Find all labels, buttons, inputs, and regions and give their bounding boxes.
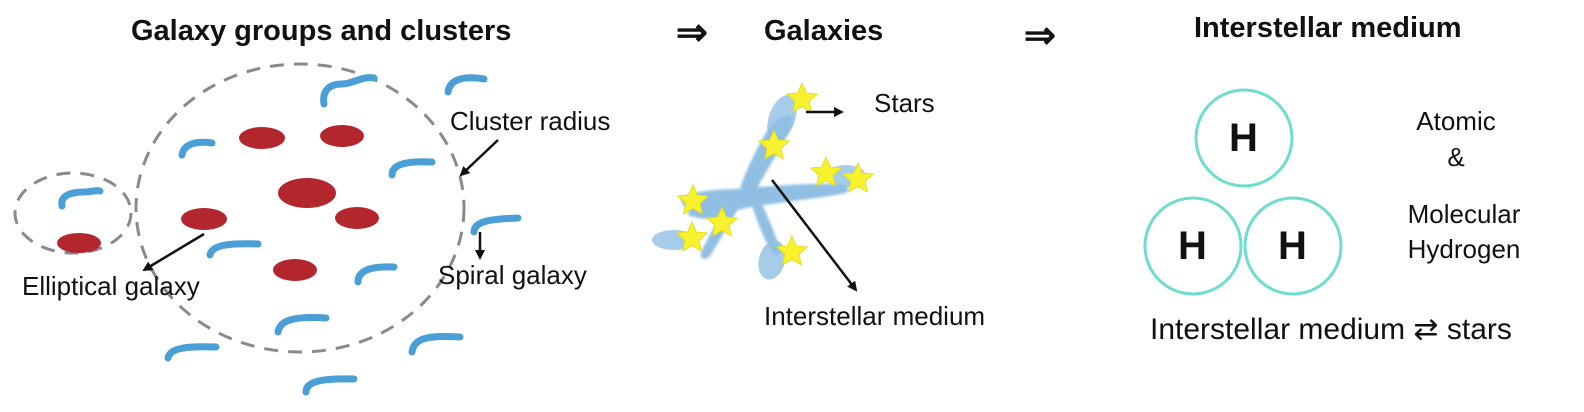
stars-label: Stars (874, 88, 935, 118)
star-icon (809, 156, 843, 187)
title-ism: Interstellar medium (1194, 12, 1462, 44)
cluster-radius-label: Cluster radius (450, 106, 611, 136)
molecular-label: Molecular (1407, 199, 1521, 229)
spiral-galaxy (58, 187, 104, 210)
elliptical-arrow (142, 232, 205, 272)
cluster-radius-arrow (459, 139, 499, 177)
spiral-galaxy (388, 158, 436, 179)
elliptical-galaxy (278, 178, 336, 208)
spiral-galaxy (470, 214, 522, 236)
flow-arrow-1: ⇒ (676, 12, 708, 54)
atom-symbol-top: H (1229, 116, 1258, 160)
spiral-galaxy (302, 375, 358, 396)
molecular-hydrogen-circle-right (1243, 196, 1343, 296)
atom-symbol-right: H (1278, 224, 1307, 268)
flow-arrow-2: ⇒ (1024, 15, 1056, 57)
title-galaxies: Galaxies (764, 15, 884, 47)
elliptical-galaxy (239, 127, 285, 149)
ism-label: Interstellar medium (764, 301, 986, 331)
spiral-galaxy (164, 343, 220, 362)
ism-stars-cycle-text: Interstellar medium ⇄ stars (1150, 313, 1512, 346)
star-icon (757, 129, 791, 160)
star-icon (785, 82, 819, 113)
spiral-galaxy (408, 332, 464, 356)
elliptical-galaxy-label: Elliptical galaxy (22, 271, 200, 301)
ism-arrow (771, 179, 858, 292)
group-boundary (13, 171, 133, 255)
galaxy-gas (652, 95, 866, 280)
spiral-galaxy (178, 138, 216, 159)
molecular-hydrogen-circle-left (1143, 196, 1243, 296)
star-icon (705, 206, 739, 237)
title-clusters: Galaxy groups and clusters (131, 15, 512, 47)
atomic-hydrogen-circle (1194, 88, 1294, 188)
hydrogen-label: Hydrogen (1407, 234, 1521, 264)
atomic-label: Atomic (1416, 106, 1496, 136)
elliptical-galaxy (57, 233, 101, 253)
spiral-galaxy (320, 74, 378, 108)
spiral-galaxy (274, 314, 330, 336)
elliptical-galaxy (273, 259, 317, 281)
star-icon (676, 184, 710, 215)
stars-group (675, 82, 875, 266)
cluster-boundary (134, 62, 466, 354)
spiral-galaxy (444, 74, 488, 96)
star-icon (675, 221, 709, 252)
atom-symbol-left: H (1178, 224, 1207, 268)
spiral-galaxy (206, 240, 262, 259)
star-icon (775, 235, 809, 266)
star-icon (841, 162, 875, 193)
ampersand-label: & (1447, 142, 1465, 172)
elliptical-galaxy (320, 125, 364, 147)
elliptical-galaxy (181, 208, 227, 230)
spiral-galaxy-label: Spiral galaxy (438, 260, 587, 290)
elliptical-galaxy (335, 207, 379, 229)
spiral-galaxy (354, 263, 398, 286)
